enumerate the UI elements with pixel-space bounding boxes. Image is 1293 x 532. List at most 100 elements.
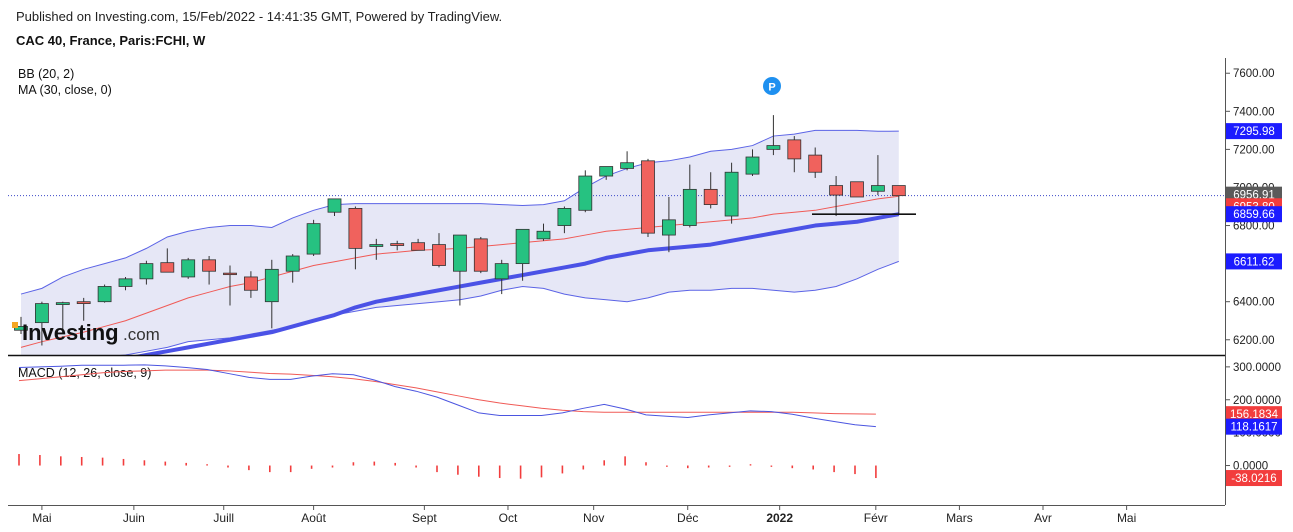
p-pin-circle[interactable] [763, 77, 781, 95]
price-tag-bg [1226, 253, 1282, 270]
candle-body [494, 263, 509, 280]
macd-histogram-bar [728, 465, 731, 467]
candle[interactable] [808, 147, 823, 178]
candle-body [536, 230, 551, 240]
macd-histogram-bar [498, 465, 501, 479]
candle[interactable] [118, 276, 133, 291]
candle[interactable] [724, 162, 739, 224]
candle-body [181, 259, 196, 278]
price-tag: 6859.66 [1226, 206, 1282, 223]
candle[interactable] [703, 172, 718, 209]
p-annotation[interactable]: P [763, 77, 781, 95]
macd-histogram-bar [791, 465, 794, 469]
macd-histogram-bar [164, 461, 167, 466]
candle[interactable] [76, 297, 91, 321]
macd-line [18, 364, 876, 428]
macd-histogram-bar [645, 462, 647, 466]
candle[interactable] [682, 164, 697, 228]
candle-body [369, 244, 384, 247]
candle-body [515, 228, 530, 265]
candle-body [829, 185, 843, 196]
candle[interactable] [97, 284, 112, 303]
candle-body [411, 242, 426, 251]
time-tick-label: Févr [864, 511, 888, 525]
candle[interactable] [473, 236, 488, 274]
macd-panel [18, 364, 877, 479]
macd-tag: 156.1834 [1226, 406, 1282, 423]
candle[interactable] [662, 196, 676, 253]
time-tick-label: Mai [1117, 511, 1136, 525]
candle[interactable] [285, 254, 300, 283]
candle-body [641, 160, 655, 234]
candle[interactable] [160, 248, 175, 273]
investing-logo: Investing .com [12, 320, 160, 345]
candle[interactable] [14, 316, 28, 335]
candle[interactable] [452, 234, 467, 306]
candle[interactable] [620, 151, 634, 171]
macd-histogram-bar [749, 464, 752, 466]
candle[interactable] [348, 206, 363, 270]
candle[interactable] [891, 185, 906, 215]
macd-tag-text: -38.0216 [1231, 473, 1276, 485]
macd-tag: -38.0216 [1226, 470, 1282, 487]
candle[interactable] [599, 166, 614, 180]
candle-body [473, 238, 488, 272]
time-tick-label: Avr [1034, 511, 1052, 525]
candle[interactable] [243, 271, 258, 298]
price-tag-text: 6859.66 [1233, 209, 1275, 221]
candle[interactable] [745, 149, 760, 177]
candle-body [557, 208, 572, 226]
logo-suffix: .com [123, 325, 160, 344]
macd-histogram-bar [80, 456, 83, 466]
candle[interactable] [871, 155, 885, 196]
candle-body [766, 145, 781, 150]
candle[interactable] [181, 257, 196, 279]
macd-tag: 118.1617 [1226, 418, 1282, 435]
candle[interactable] [850, 181, 864, 198]
candle[interactable] [223, 265, 237, 306]
candle-body [139, 263, 154, 280]
macd-histogram-bar [289, 465, 292, 473]
legend-item: MA (30, close, 0) [18, 83, 112, 97]
candle[interactable] [55, 301, 70, 335]
candle[interactable] [494, 259, 509, 295]
candlesticks[interactable] [14, 115, 906, 346]
candle[interactable] [35, 301, 49, 346]
candle[interactable] [390, 240, 405, 251]
price-tag: 7295.98 [1226, 123, 1282, 140]
candle[interactable] [306, 219, 321, 256]
candle[interactable] [432, 233, 446, 268]
time-tick-label: Oct [499, 511, 518, 525]
candle[interactable] [557, 206, 572, 234]
candle[interactable] [766, 115, 781, 156]
macd-histogram-bar [60, 456, 62, 466]
macd-histogram-bar [624, 456, 626, 466]
candle[interactable] [202, 256, 217, 285]
candle[interactable] [578, 170, 593, 213]
published-caption: Published on Investing.com, 15/Feb/2022 … [16, 9, 503, 24]
macd-histogram-bar [122, 458, 125, 466]
candle-body [891, 185, 906, 197]
candle[interactable] [641, 158, 655, 237]
macd-histogram-bar [415, 465, 417, 468]
time-tick-label: Juin [123, 511, 145, 525]
macd-tick-label: 300.0000 [1233, 362, 1281, 374]
candle-body [76, 301, 91, 304]
symbol-title: CAC 40, France, Paris:FCHI, W [16, 33, 206, 48]
time-tick-label: Sept [412, 511, 437, 525]
candle-body [202, 259, 217, 272]
candle[interactable] [411, 238, 426, 251]
p-pin-label: P [768, 82, 775, 94]
candle[interactable] [369, 238, 384, 260]
candle-body [599, 166, 614, 177]
candle[interactable] [536, 223, 551, 241]
candle-body [223, 272, 237, 276]
candle[interactable] [327, 198, 342, 217]
candle[interactable] [787, 136, 802, 173]
candle[interactable] [139, 260, 154, 285]
candle[interactable] [264, 259, 279, 329]
macd-histogram-bar [875, 465, 877, 479]
candle[interactable] [829, 176, 843, 217]
candle[interactable] [515, 228, 530, 281]
macd-tag-bg [1226, 470, 1282, 487]
